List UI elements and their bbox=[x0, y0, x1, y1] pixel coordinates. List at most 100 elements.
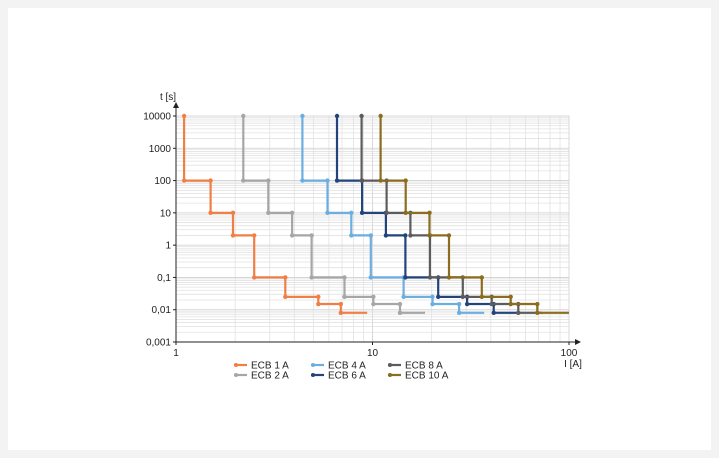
data-point bbox=[230, 210, 236, 216]
y-tick-label: 100 bbox=[154, 176, 171, 187]
y-tick-label: 0,01 bbox=[152, 305, 172, 316]
data-point bbox=[491, 310, 496, 316]
data-point bbox=[427, 210, 432, 216]
legend-swatch-dot bbox=[388, 373, 392, 377]
data-point bbox=[181, 178, 187, 183]
x-tick-label: 1 bbox=[173, 348, 179, 359]
data-point bbox=[508, 301, 513, 307]
y-tick-label: 0,1 bbox=[157, 273, 171, 284]
data-point bbox=[535, 310, 540, 316]
data-point bbox=[316, 301, 321, 307]
data-point bbox=[403, 178, 408, 183]
legend-swatch-dot bbox=[234, 363, 238, 367]
data-point bbox=[368, 275, 373, 280]
legend-label: ECB 1 A bbox=[251, 361, 289, 372]
data-point bbox=[456, 301, 462, 307]
legend-item: ECB 2 A bbox=[234, 371, 289, 382]
data-point bbox=[378, 113, 383, 119]
series-ecb-10-a bbox=[378, 113, 569, 316]
data-point bbox=[338, 301, 344, 307]
data-point bbox=[383, 233, 389, 238]
y-axis-label: t [s] bbox=[160, 92, 176, 103]
data-point bbox=[251, 275, 257, 280]
data-point bbox=[535, 301, 540, 307]
legend-swatch-dot bbox=[234, 373, 238, 377]
x-tick-label: 10 bbox=[367, 348, 379, 359]
data-point bbox=[342, 294, 347, 300]
legend-swatch-dot bbox=[311, 363, 315, 367]
x-axis-label: I [A] bbox=[564, 359, 582, 370]
data-point bbox=[378, 178, 383, 183]
data-point bbox=[359, 113, 364, 119]
data-point bbox=[403, 233, 408, 238]
data-point bbox=[403, 210, 408, 216]
data-point bbox=[300, 113, 305, 119]
data-point bbox=[460, 294, 465, 300]
series-ecb-2-a bbox=[241, 113, 425, 316]
series-ecb-4-a bbox=[300, 113, 485, 316]
data-point bbox=[342, 275, 347, 280]
data-point bbox=[283, 294, 288, 300]
data-point bbox=[430, 294, 435, 300]
data-point bbox=[401, 294, 406, 300]
data-point bbox=[349, 210, 354, 216]
y-tick-label: 1 bbox=[165, 241, 171, 252]
legend-label: ECB 6 A bbox=[328, 371, 366, 382]
legend-item: ECB 4 A bbox=[311, 361, 366, 372]
series-lines bbox=[181, 113, 569, 316]
legend-item: ECB 8 A bbox=[388, 361, 443, 372]
data-point bbox=[325, 178, 330, 183]
data-point bbox=[241, 113, 246, 119]
data-point bbox=[359, 210, 365, 216]
legend-label: ECB 4 A bbox=[328, 361, 366, 372]
data-point bbox=[334, 178, 340, 183]
legend-item: ECB 6 A bbox=[311, 371, 366, 382]
data-point bbox=[309, 275, 314, 280]
data-point bbox=[508, 294, 513, 300]
chart-card: 0,001 0,01 0,1 1 10 100 1000 10000 1 10 100 ECB 1 … bbox=[8, 8, 711, 450]
series-ecb-1-a bbox=[181, 113, 368, 316]
legend-swatch-dot bbox=[311, 373, 315, 377]
trip-curve-chart: 0,001 0,01 0,1 1 10 100 1000 10000 1 10 100 ECB 1 … bbox=[143, 92, 582, 382]
data-point bbox=[309, 233, 314, 238]
data-point bbox=[371, 301, 376, 307]
legend-item: ECB 10 A bbox=[388, 371, 449, 382]
data-point bbox=[289, 210, 295, 216]
data-point bbox=[430, 301, 435, 307]
data-point bbox=[403, 275, 408, 280]
data-point bbox=[300, 178, 305, 183]
y-axis-arrow bbox=[173, 102, 179, 108]
legend-swatch-dot bbox=[388, 363, 392, 367]
data-point bbox=[241, 178, 246, 183]
legend-item: ECB 1 A bbox=[234, 361, 289, 372]
data-point bbox=[289, 233, 295, 238]
data-point bbox=[181, 113, 187, 119]
data-point bbox=[230, 233, 236, 238]
data-point bbox=[516, 310, 521, 316]
data-point bbox=[408, 233, 413, 238]
data-point bbox=[436, 294, 441, 300]
data-point bbox=[464, 301, 470, 307]
data-point bbox=[338, 310, 344, 316]
data-point bbox=[251, 233, 257, 238]
data-point bbox=[446, 275, 452, 280]
data-point bbox=[479, 275, 485, 280]
data-point bbox=[325, 210, 330, 216]
data-point bbox=[359, 178, 364, 183]
y-tick-label: 10 bbox=[160, 208, 172, 219]
y-tick-label: 0,001 bbox=[146, 338, 171, 349]
data-point bbox=[479, 294, 485, 300]
data-point bbox=[427, 275, 433, 280]
y-tick-label: 10000 bbox=[143, 112, 171, 123]
legend-label: ECB 8 A bbox=[405, 361, 443, 372]
data-point bbox=[266, 178, 271, 183]
data-point bbox=[397, 310, 403, 316]
y-tick-label: 1000 bbox=[149, 144, 172, 155]
data-point bbox=[371, 294, 376, 300]
x-tick-label: 100 bbox=[561, 348, 578, 359]
legend-label: ECB 2 A bbox=[251, 371, 289, 382]
data-point bbox=[489, 301, 494, 307]
data-point bbox=[208, 210, 213, 216]
data-point bbox=[446, 233, 452, 238]
